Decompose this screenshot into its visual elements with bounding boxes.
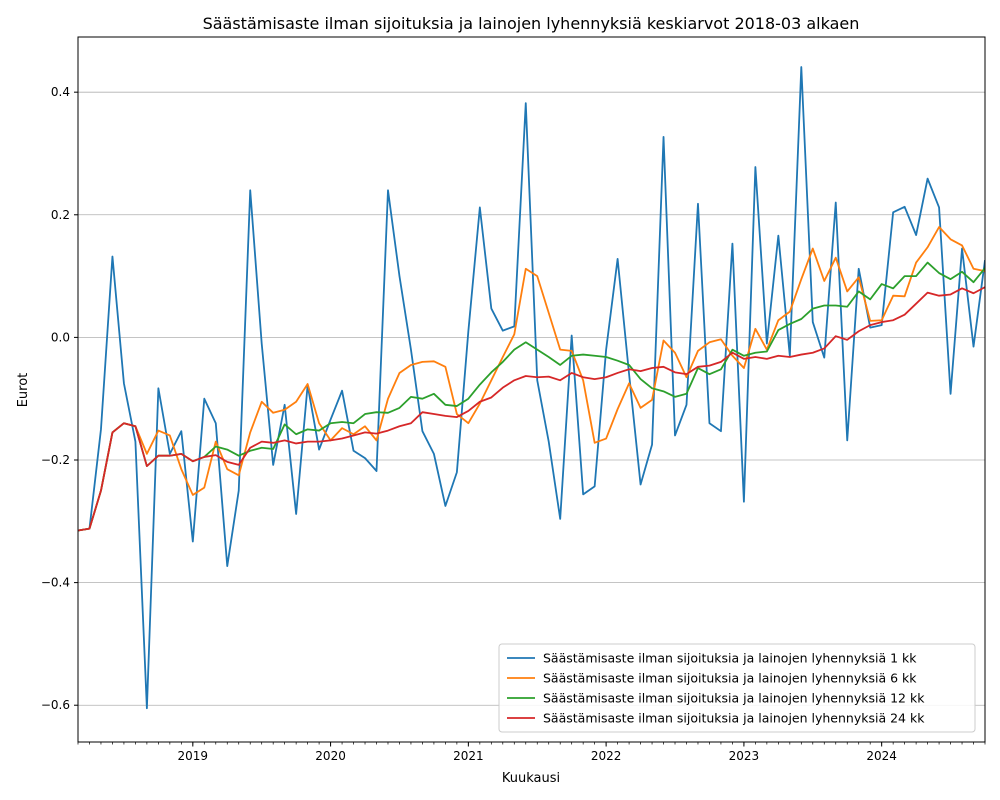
y-tick-label: 0.0: [51, 330, 70, 344]
y-tick-label: −0.4: [41, 576, 70, 590]
series-line-3: [78, 261, 985, 532]
y-tick-label: 0.4: [51, 85, 70, 99]
y-tick-label: −0.6: [41, 698, 70, 712]
x-tick-label: 2021: [453, 749, 484, 763]
y-tick-label: 0.2: [51, 208, 70, 222]
gridlines: [78, 91, 985, 706]
x-tick-label: 2019: [178, 749, 209, 763]
y-axis-label: Eurot: [16, 373, 31, 408]
legend-entry: Säästämisaste ilman sijoituksia ja laino…: [543, 671, 917, 686]
series-line-4: [78, 286, 985, 532]
series-line-1: [78, 66, 985, 710]
legend: Säästämisaste ilman sijoituksia ja laino…: [498, 643, 976, 733]
y-tick-label: −0.2: [41, 453, 70, 467]
x-tick-label: 2024: [866, 749, 897, 763]
plot-area-frame: [77, 36, 986, 743]
series-group: [78, 66, 985, 710]
chart-title: Säästämisaste ilman sijoituksia ja laino…: [203, 14, 860, 33]
legend-entry: Säästämisaste ilman sijoituksia ja laino…: [543, 711, 925, 726]
x-axis-label: Kuukausi: [502, 771, 560, 786]
y-axis-ticks: −0.6 −0.4 −0.2 0.0 0.2 0.4: [41, 85, 78, 712]
x-tick-label: 2022: [591, 749, 622, 763]
legend-box: [498, 643, 976, 733]
x-tick-label: 2020: [315, 749, 346, 763]
legend-entry: Säästämisaste ilman sijoituksia ja laino…: [543, 651, 917, 666]
legend-entry: Säästämisaste ilman sijoituksia ja laino…: [543, 691, 925, 706]
series-line-2: [78, 226, 985, 532]
x-tick-label: 2023: [729, 749, 760, 763]
x-axis-ticks: 2019 2020 2021 2022 2023 2024: [77, 742, 986, 763]
